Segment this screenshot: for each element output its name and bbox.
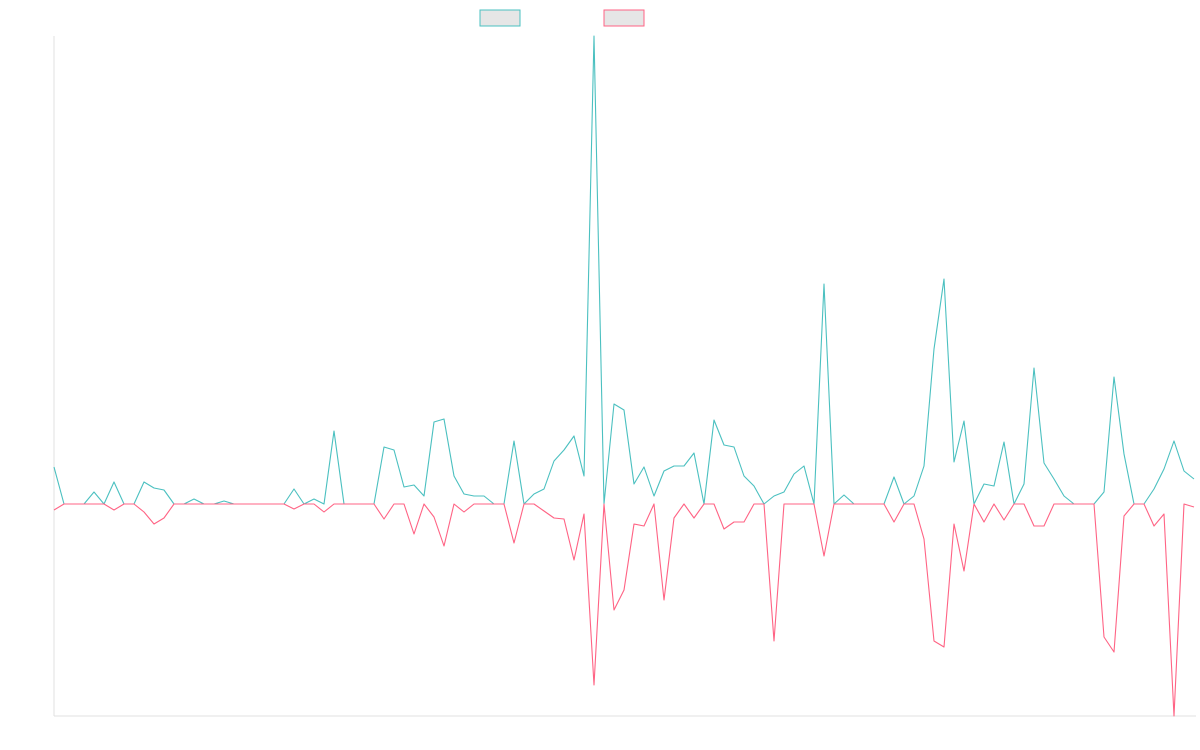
line — [53, 35, 1195, 505]
legend-swatch — [603, 9, 645, 27]
legend-swatch — [479, 9, 521, 27]
line — [53, 503, 1195, 717]
